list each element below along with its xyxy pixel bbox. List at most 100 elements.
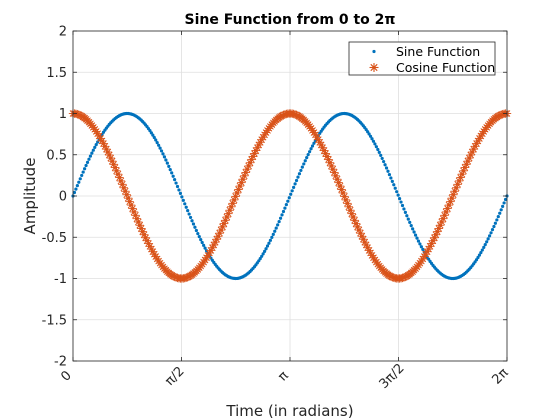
sine-point [87,157,91,161]
y-axis-label: Amplitude [21,158,39,235]
cosine-point [456,173,465,182]
sine-point [405,214,409,218]
sine-point [175,184,180,189]
sine-point [382,159,386,164]
sine-point [94,143,98,147]
cosine-point [129,207,139,217]
chart-title: Sine Function from 0 to 2π [185,12,396,28]
sine-point [302,162,306,166]
sine-point [307,150,312,154]
cosine-point [228,199,237,208]
sine-point [85,160,90,164]
sine-point [187,212,191,216]
sine-point [194,228,198,233]
sine-point [174,181,178,185]
sine-point [490,228,495,232]
sine-point [386,169,390,173]
x-tick-label: π [275,368,291,384]
sine-point [88,154,93,158]
sine-point [384,166,389,170]
sine-point [495,218,499,222]
sine-point [155,141,159,145]
sine-point [202,243,206,247]
cosine-point [348,212,358,222]
legend: Sine Function Cosine Function [348,41,496,76]
sine-point [373,142,377,146]
sine-point [409,224,413,228]
sine-point [270,235,274,239]
cosine-point [219,219,229,228]
cosine-point [443,204,452,213]
sine-point [173,178,177,182]
cosine-point [137,224,146,233]
sine-point [419,245,423,249]
x-tick-label: 3π/2 [377,361,408,392]
legend-marker-cosine [369,63,379,72]
sine-point [164,158,168,162]
cosine-point [90,125,99,134]
sine-point [403,210,407,214]
sine-point [411,227,415,231]
sine-point [75,184,79,188]
legend-label-sine: Sine Function [396,44,480,59]
cosine-point [222,212,232,222]
sine-point [276,223,280,227]
series-cosine [68,109,512,283]
sine-point [406,217,410,221]
cosine-point [232,188,242,198]
sine-point [400,203,405,208]
cosine-point [138,227,147,236]
sine-point [395,190,399,194]
sine-point [260,254,264,258]
sine-point [492,224,496,229]
sine-point [277,219,281,224]
sine-point [402,207,406,211]
sine-point [483,243,487,247]
cosine-point [337,185,346,194]
y-tick-label: 1.5 [46,66,67,81]
cosine-point [234,185,243,194]
sine-point [480,248,484,252]
cosine-point [428,236,438,245]
sine-point [158,146,162,150]
cosine-point [238,175,248,184]
sine-point [303,159,307,163]
sine-point [93,145,97,149]
sine-point [486,237,490,241]
sine-point [203,246,207,250]
cosine-point [224,209,233,218]
x-tick-label: 2π [490,365,512,387]
sine-point [310,144,315,148]
sine-point [408,220,412,224]
cosine-point [446,197,455,206]
legend-box [348,41,496,76]
sine-point [271,232,275,236]
sine-point [392,183,396,187]
cosine-point [351,219,361,228]
series-sine [71,111,509,281]
sine-point [374,145,378,149]
cosine-point [457,169,467,179]
cosine-point [312,133,322,142]
cosine-point [116,176,126,186]
sine-point [77,180,81,184]
sine-point [281,209,286,214]
sine-point [415,236,419,240]
cosine-point [447,193,457,203]
sine-point [496,214,500,219]
cosine-point [438,214,448,223]
sine-point [390,179,394,183]
sine-point [78,177,82,181]
y-tick-label: 0 [59,190,67,205]
cosine-point [122,190,131,199]
sine-point [489,231,493,235]
cosine-point [112,166,121,176]
sine-point [183,202,187,206]
sine-point [273,229,277,233]
cosine-point [451,183,461,192]
sine-point [178,191,183,195]
sine-point [188,215,193,220]
sine-point [498,211,502,215]
cosine-point [335,181,345,191]
sine-point [162,155,167,159]
